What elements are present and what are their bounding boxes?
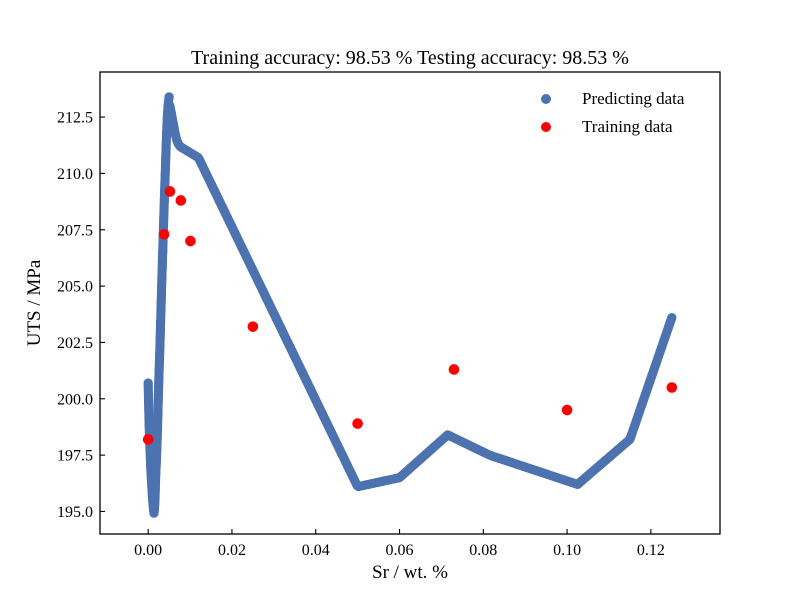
legend-label-training: Training data xyxy=(582,117,673,136)
x-tick-label: 0.02 xyxy=(218,542,246,559)
y-tick-label: 200.0 xyxy=(57,391,93,408)
x-tick-label: 0.06 xyxy=(386,542,414,559)
training-data-point xyxy=(666,382,678,393)
y-tick-label: 197.5 xyxy=(57,448,93,465)
y-axis-label: UTS / MPa xyxy=(24,259,45,346)
training-data-point xyxy=(448,364,460,375)
legend-marker-training xyxy=(541,122,551,132)
y-tick-label: 202.5 xyxy=(57,335,93,352)
predicting-data-series xyxy=(143,92,677,518)
training-data-point xyxy=(142,434,154,445)
legend-marker-predicting xyxy=(541,94,551,104)
training-data-series xyxy=(142,186,678,445)
x-tick-label: 0.04 xyxy=(302,542,330,559)
training-data-point xyxy=(247,321,259,332)
y-tick-label: 210.0 xyxy=(57,166,93,183)
y-tick-label: 207.5 xyxy=(57,222,93,239)
chart-title: Training accuracy: 98.53 % Testing accur… xyxy=(191,47,629,69)
x-tick-label: 0.08 xyxy=(469,542,497,559)
x-axis-ticks: 0.00 0.02 0.04 0.06 0.08 0.10 0.12 xyxy=(134,529,665,559)
training-data-point xyxy=(164,186,176,197)
x-tick-label: 0.10 xyxy=(553,542,581,559)
training-data-point xyxy=(561,404,573,416)
training-data-point xyxy=(352,418,363,429)
predicting-data-point xyxy=(164,92,174,102)
x-tick-label: 0.00 xyxy=(134,542,162,559)
plot-frame xyxy=(99,71,721,535)
training-data-point xyxy=(175,195,187,206)
y-tick-label: 205.0 xyxy=(57,279,93,296)
training-data-point xyxy=(158,228,170,240)
legend: Predicting data Training data xyxy=(541,89,685,136)
y-tick-label: 212.5 xyxy=(57,110,93,127)
training-data-point xyxy=(185,235,196,247)
y-tick-label: 195.0 xyxy=(57,504,93,521)
x-tick-label: 0.12 xyxy=(637,542,665,559)
x-axis-label: Sr / wt. % xyxy=(372,562,448,583)
legend-label-predicting: Predicting data xyxy=(582,89,685,108)
predicting-data-point xyxy=(667,313,677,323)
y-axis-ticks: 195.0 197.5 200.0 202.5 205.0 207.5 210.0 212.5 xyxy=(57,110,105,521)
